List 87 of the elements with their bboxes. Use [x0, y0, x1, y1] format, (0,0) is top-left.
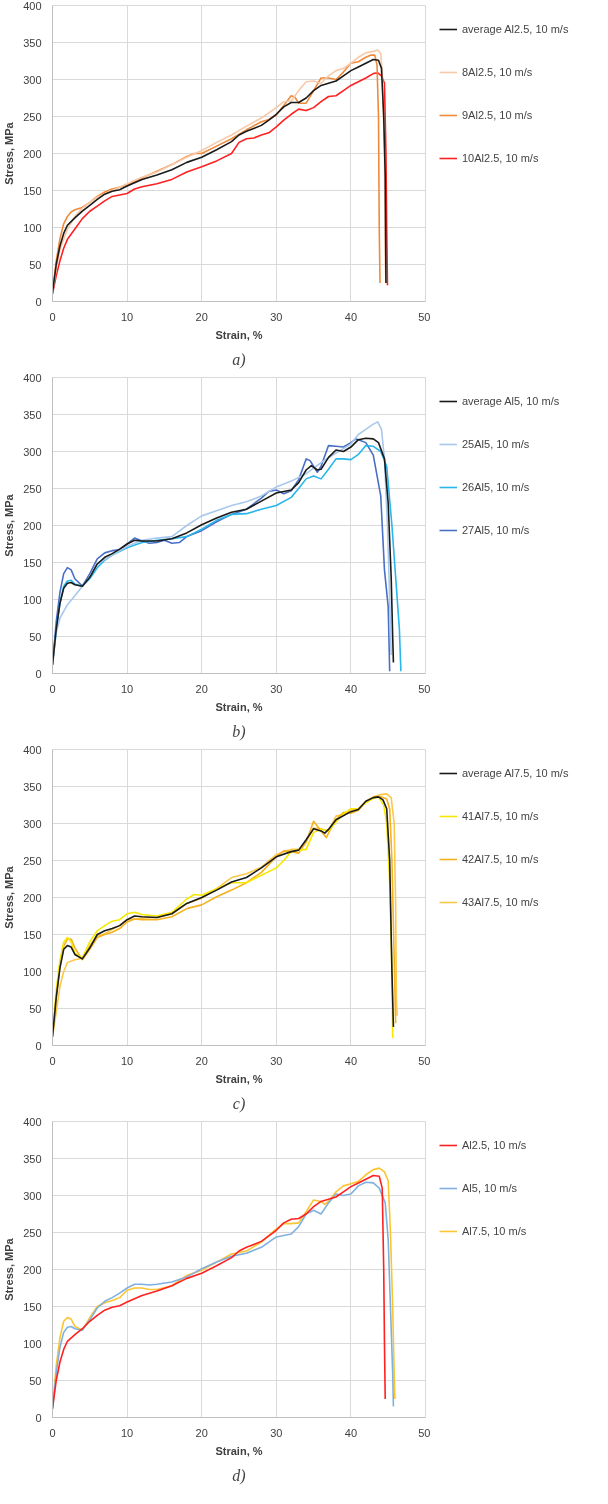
x-tick-label: 20 [195, 682, 208, 695]
legend-label: 26Al5, 10 m/s [462, 480, 530, 495]
legend-label: 9Al2.5, 10 m/s [462, 108, 533, 123]
legend-label: average Al7.5, 10 m/s [462, 766, 569, 781]
y-tick-label: 300 [23, 445, 42, 458]
y-axis-title: Stress, MPa [3, 493, 16, 557]
x-axis-title: Strain, % [215, 1444, 263, 1457]
y-tick-label: 50 [29, 258, 42, 271]
x-tick-label: 0 [49, 1054, 56, 1067]
y-tick-label: 350 [23, 1152, 42, 1165]
legend-label: 8Al2.5, 10 m/s [462, 65, 533, 80]
x-tick-label: 30 [270, 1054, 283, 1067]
x-tick-label: 50 [418, 310, 431, 323]
x-tick-label: 0 [49, 310, 56, 323]
x-tick-label: 30 [270, 1426, 283, 1439]
x-tick-label: 0 [49, 1426, 56, 1439]
text: b) [232, 722, 246, 741]
y-tick-label: 200 [23, 891, 42, 904]
legend-label: average Al5, 10 m/s [462, 394, 560, 409]
x-tick-label: 0 [49, 682, 56, 695]
y-tick-label: 100 [23, 1337, 42, 1350]
x-tick-label: 10 [120, 682, 134, 695]
y-tick-label: 0 [35, 295, 42, 308]
x-tick-label: 40 [344, 1426, 358, 1439]
y-tick-label: 50 [29, 630, 42, 643]
x-tick-label: 20 [195, 1426, 208, 1439]
y-tick-label: 150 [23, 556, 42, 569]
legend-label: average Al2.5, 10 m/s [462, 22, 569, 37]
x-tick-label: 30 [270, 310, 283, 323]
x-axis-title: Strain, % [215, 328, 263, 341]
y-tick-label: 200 [23, 519, 42, 532]
x-axis-title: Strain, % [215, 700, 263, 713]
y-tick-label: 300 [23, 817, 42, 830]
y-tick-label: 200 [23, 147, 42, 160]
x-tick-label: 10 [120, 1054, 134, 1067]
x-tick-label: 50 [418, 1054, 431, 1067]
x-tick-label: 40 [344, 682, 358, 695]
x-tick-label: 30 [270, 682, 283, 695]
text: d) [232, 1466, 246, 1485]
legend-label: 43Al7.5, 10 m/s [462, 895, 539, 910]
y-tick-label: 300 [23, 73, 42, 86]
y-tick-label: 250 [23, 854, 42, 867]
y-tick-label: 50 [29, 1374, 42, 1387]
text: c) [232, 1094, 246, 1113]
y-axis-title: Stress, MPa [3, 121, 16, 185]
y-tick-label: 100 [23, 221, 42, 234]
y-tick-label: 400 [23, 1115, 42, 1128]
y-tick-label: 150 [23, 1300, 42, 1313]
y-tick-label: 400 [23, 0, 42, 12]
y-tick-label: 250 [23, 1226, 42, 1239]
legend-label: 41Al7.5, 10 m/s [462, 809, 539, 824]
y-tick-label: 0 [35, 667, 42, 680]
legend-label: Al5, 10 m/s [462, 1181, 518, 1196]
legend-label: Al2.5, 10 m/s [462, 1138, 527, 1153]
y-tick-label: 300 [23, 1189, 42, 1202]
text: a) [232, 350, 246, 369]
x-tick-label: 50 [418, 682, 431, 695]
x-tick-label: 50 [418, 1426, 431, 1439]
legend-label: 10Al2.5, 10 m/s [462, 151, 539, 166]
x-tick-label: 10 [120, 310, 134, 323]
y-tick-label: 350 [23, 408, 42, 421]
y-tick-label: 0 [35, 1039, 42, 1052]
y-tick-label: 400 [23, 371, 42, 384]
x-tick-label: 20 [195, 310, 208, 323]
legend-label: 42Al7.5, 10 m/s [462, 852, 539, 867]
y-tick-label: 100 [23, 965, 42, 978]
y-tick-label: 150 [23, 184, 42, 197]
legend-label: 27Al5, 10 m/s [462, 523, 530, 538]
y-tick-label: 250 [23, 482, 42, 495]
y-tick-label: 200 [23, 1263, 42, 1276]
y-tick-label: 350 [23, 36, 42, 49]
legend-label: Al7.5, 10 m/s [462, 1224, 527, 1239]
y-tick-label: 250 [23, 110, 42, 123]
y-tick-label: 100 [23, 593, 42, 606]
y-tick-label: 350 [23, 780, 42, 793]
y-tick-label: 50 [29, 1002, 42, 1015]
x-tick-label: 10 [120, 1426, 134, 1439]
x-tick-label: 20 [195, 1054, 208, 1067]
x-tick-label: 40 [344, 310, 358, 323]
y-axis-title: Stress, MPa [3, 865, 16, 929]
y-tick-label: 400 [23, 743, 42, 756]
x-tick-label: 40 [344, 1054, 358, 1067]
y-tick-label: 0 [35, 1411, 42, 1424]
y-tick-label: 150 [23, 928, 42, 941]
legend-label: 25Al5, 10 m/s [462, 437, 530, 452]
x-axis-title: Strain, % [215, 1072, 263, 1085]
y-axis-title: Stress, MPa [3, 1237, 16, 1301]
